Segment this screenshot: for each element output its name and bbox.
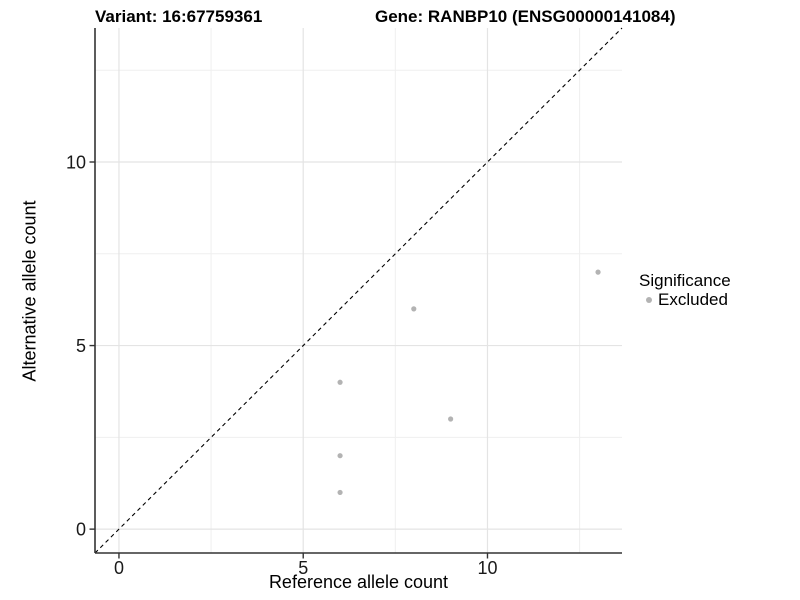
x-tick-label: 10: [477, 558, 497, 578]
legend: Significance Excluded: [639, 271, 731, 309]
data-point: [595, 269, 601, 275]
y-tick-label: 10: [66, 153, 86, 173]
legend-point-icon: [646, 297, 652, 303]
identity-dashed-line: [94, 27, 623, 554]
variant-title: Variant: 16:67759361: [95, 7, 263, 26]
x-tick-label: 5: [298, 558, 308, 578]
data-point: [448, 416, 454, 422]
y-tick-label: 5: [76, 336, 86, 356]
legend-item-label: Excluded: [658, 290, 728, 309]
y-axis-title: Alternative allele count: [19, 200, 40, 382]
legend-title: Significance: [639, 271, 731, 290]
x-tick-label: 0: [114, 558, 124, 578]
data-point: [337, 379, 343, 385]
legend-item-excluded: Excluded: [639, 291, 731, 309]
x-axis-title: Reference allele count: [268, 572, 449, 592]
data-point: [337, 453, 343, 459]
data-point: [411, 306, 417, 312]
gene-title: Gene: RANBP10 (ENSG00000141084): [375, 7, 676, 26]
data-point: [337, 489, 343, 496]
y-tick-label: 0: [76, 520, 86, 540]
